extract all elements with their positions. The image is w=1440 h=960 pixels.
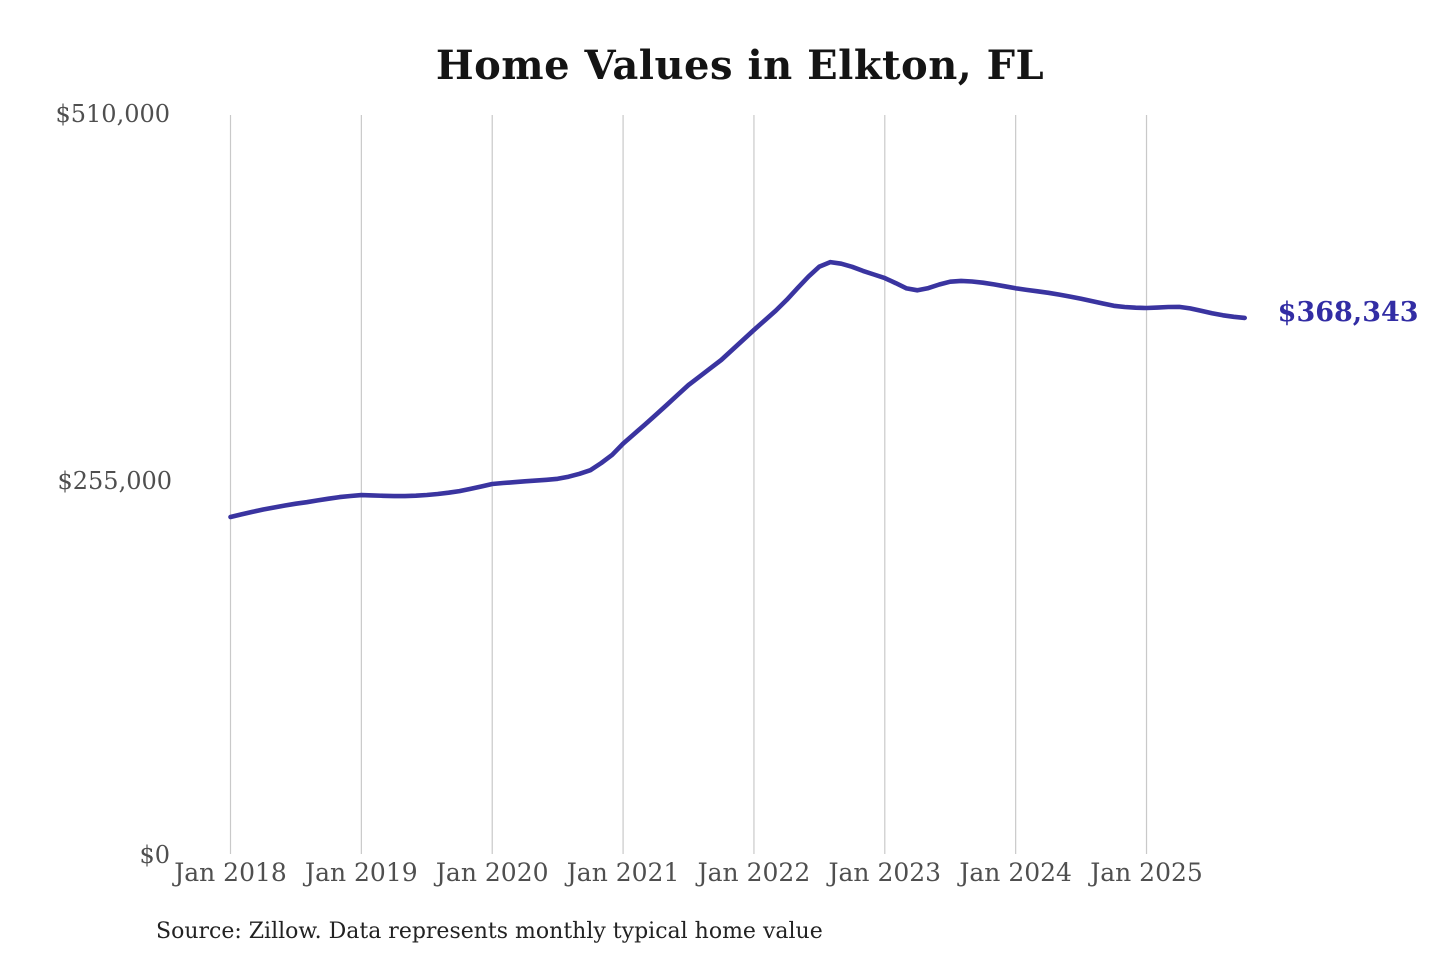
- end-value-label: $368,343: [1277, 296, 1419, 328]
- x-axis-tick-label: Jan 2022: [697, 858, 811, 887]
- y-axis-tick-label: $255,000: [57, 467, 172, 495]
- x-axis-tick-label: Jan 2023: [828, 858, 942, 887]
- x-axis-tick-label: Jan 2024: [959, 858, 1072, 887]
- y-axis-tick-label: $0: [139, 841, 170, 869]
- y-axis-tick-label: $510,000: [55, 100, 170, 128]
- x-axis-tick-label: Jan 2020: [435, 858, 549, 887]
- home-value-line: [228, 259, 1247, 520]
- x-axis-tick-label: Jan 2025: [1090, 858, 1203, 887]
- chart-title: Home Values in Elkton, FL: [435, 42, 1045, 89]
- x-axis-tick-label: Jan 2019: [305, 858, 418, 887]
- x-axis-tick-label: Jan 2018: [174, 858, 287, 887]
- source-note: Source: Zillow. Data represents monthly …: [156, 919, 823, 944]
- x-axis-tick-label: Jan 2021: [566, 858, 680, 887]
